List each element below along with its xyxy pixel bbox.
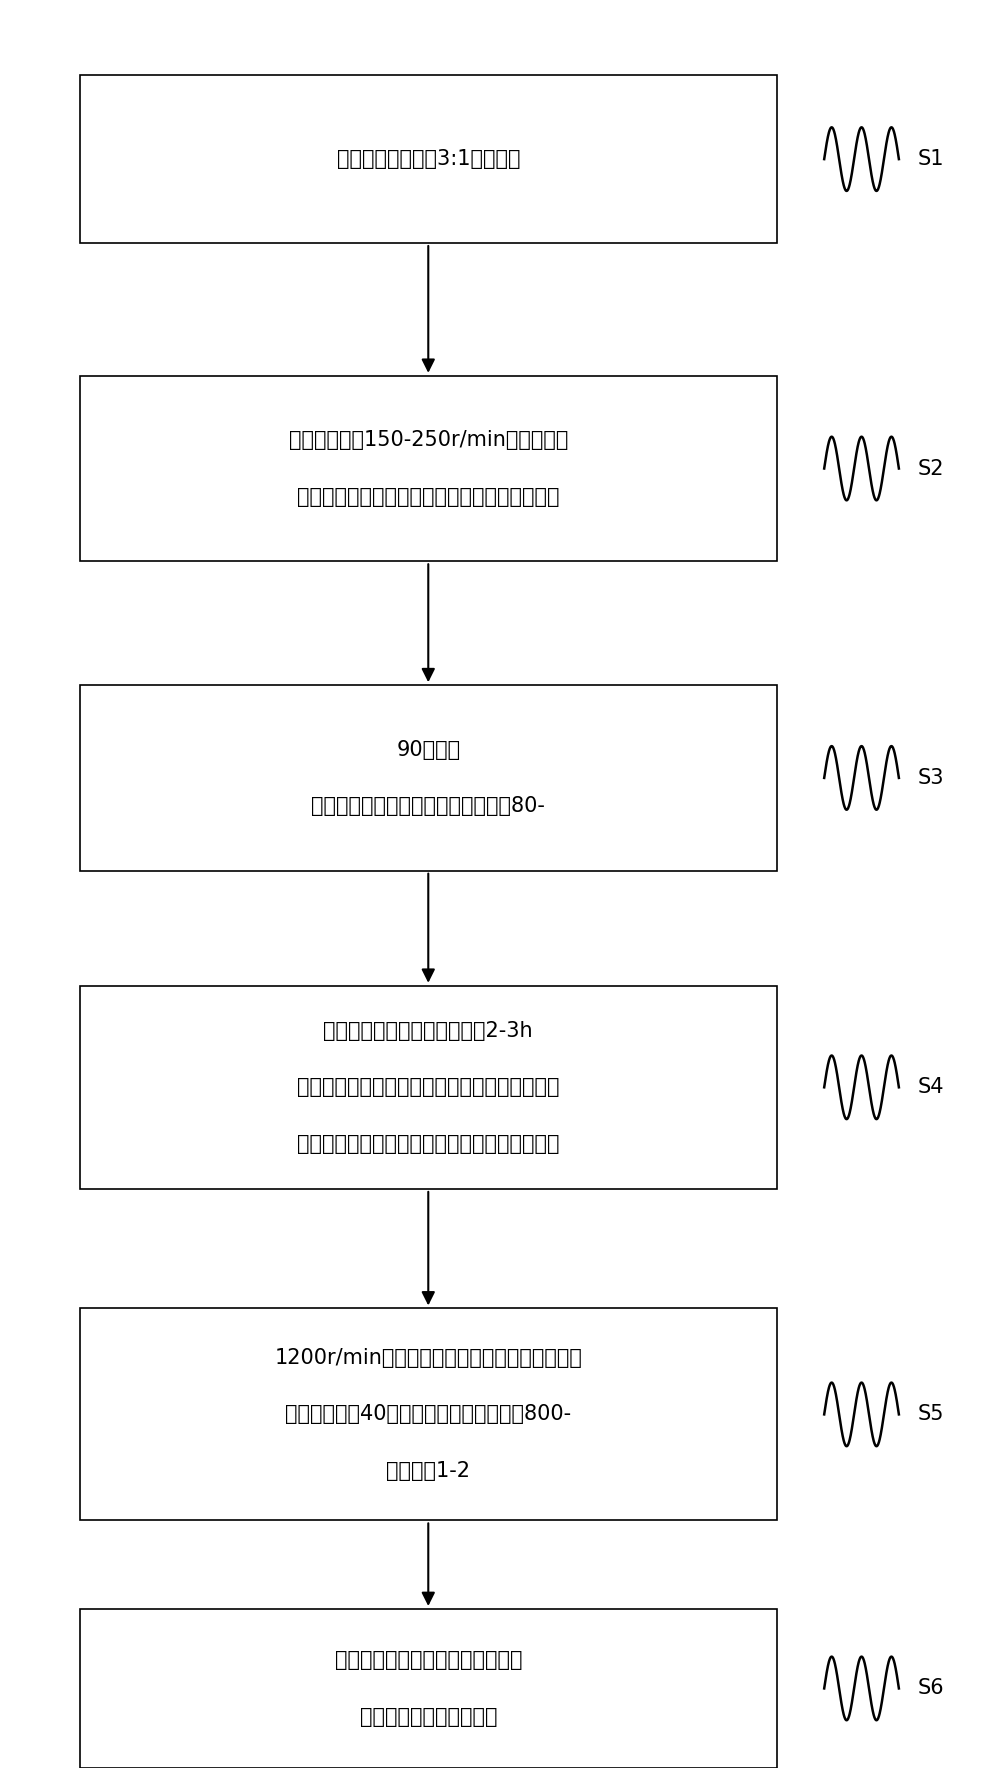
Bar (80, 74, 777, 242)
Text: S5: S5 (918, 1404, 944, 1425)
Text: 将引发剂溶解到份量少的有机溶剂中形成引发剂: 将引发剂溶解到份量少的有机溶剂中形成引发剂 (297, 1133, 560, 1155)
Text: 90摄氏度: 90摄氏度 (396, 739, 460, 760)
Text: 机溶剂，并以150-250r/min的速度搞拌: 机溶剂，并以150-250r/min的速度搞拌 (289, 430, 568, 451)
Text: 小时，降温至40摄氏度，调整搞拌速度为800-: 小时，降温至40摄氏度，调整搞拌速度为800- (285, 1404, 572, 1425)
Bar (80, 375, 777, 560)
Bar (80, 1308, 777, 1520)
Text: S2: S2 (918, 458, 944, 479)
Text: 等待反应1-2: 等待反应1-2 (386, 1460, 470, 1482)
Text: 到反应器中，保持滴加时间为2-3h: 到反应器中，保持滴加时间为2-3h (324, 1020, 533, 1041)
Bar (80, 987, 777, 1188)
Text: 向反应容器中通入氮气，设置温度为80-: 向反应容器中通入氮气，设置温度为80- (312, 796, 545, 817)
Bar (80, 684, 777, 870)
Text: S6: S6 (918, 1678, 944, 1699)
Text: 1200r/min，并加入高效复合阻燃剂并均匀分散: 1200r/min，并加入高效复合阻燃剂并均匀分散 (274, 1347, 583, 1368)
Text: S3: S3 (918, 767, 944, 789)
Text: S1: S1 (918, 149, 944, 170)
Text: 加入固化剂，搞拌均匀则: 加入固化剂，搞拌均匀则 (360, 1706, 497, 1727)
Text: 将有机溶剂按比例3:1分成两份: 将有机溶剂按比例3:1分成两份 (337, 149, 520, 170)
Text: S4: S4 (918, 1077, 944, 1098)
Bar (80, 1609, 777, 1768)
Text: 得到高粘性阻燃型环保压敏胶产品: 得到高粘性阻燃型环保压敏胶产品 (335, 1650, 522, 1671)
Text: 溶液，并将引发剂溶液和含磷活性单体缓慢滴加: 溶液，并将引发剂溶液和含磷活性单体缓慢滴加 (297, 1077, 560, 1098)
Text: 向反应容器中加入丙烯酸酯单体和份量较多的有: 向反应容器中加入丙烯酸酯单体和份量较多的有 (297, 486, 560, 507)
